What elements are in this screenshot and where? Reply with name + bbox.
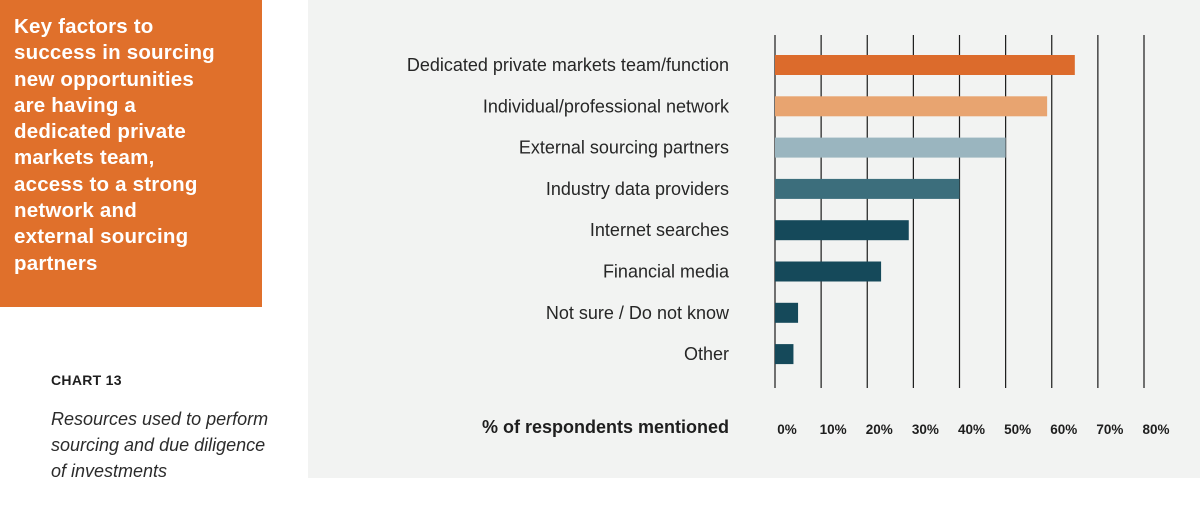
category-label: Financial media xyxy=(603,262,730,282)
x-tick-label: 50% xyxy=(1004,422,1031,437)
callout-line: access to a strong xyxy=(14,172,198,196)
x-tick-label: 80% xyxy=(1142,422,1169,437)
key-factors-callout: Key factors to success in sourcing new opp… xyxy=(0,0,262,307)
callout-line: external sourcing xyxy=(14,225,189,249)
x-tick-label: 30% xyxy=(912,422,939,437)
category-label: External sourcing partners xyxy=(519,138,729,158)
callout-line: markets team, xyxy=(14,146,155,170)
category-label: Not sure / Do not know xyxy=(546,303,730,323)
callout-line: network and xyxy=(14,199,137,223)
bar xyxy=(775,178,960,199)
category-label: Internet searches xyxy=(590,220,729,240)
callout-line: success in sourcing xyxy=(14,41,215,65)
chart-number: CHART 13 xyxy=(51,372,122,388)
x-tick-label: 60% xyxy=(1050,422,1077,437)
x-tick-label: 40% xyxy=(958,422,985,437)
x-tick-label: 20% xyxy=(866,422,893,437)
x-tick-label: 0% xyxy=(777,422,797,437)
bar xyxy=(775,261,882,282)
bar xyxy=(775,96,1048,117)
bar xyxy=(775,344,794,365)
callout-line: dedicated private xyxy=(14,120,187,144)
chart-caption: Resources used to perform sourcing and d… xyxy=(51,409,269,481)
callout-line: partners xyxy=(14,251,98,275)
callout-line: new opportunities xyxy=(14,67,194,91)
callout-line: Key factors to xyxy=(14,15,154,38)
bar xyxy=(775,55,1075,75)
callout-text: Key factors to success in sourcing new opp… xyxy=(14,14,250,277)
category-label: Dedicated private markets team/function xyxy=(407,55,729,75)
category-label: Industry data providers xyxy=(546,179,729,199)
bar xyxy=(775,137,1006,158)
callout-line: are having a xyxy=(14,93,137,117)
bar xyxy=(775,302,799,323)
x-tick-label: 10% xyxy=(820,422,847,437)
category-label: Other xyxy=(684,344,729,364)
x-axis-label: % of respondents mentioned xyxy=(482,417,729,437)
x-tick-label: 70% xyxy=(1096,422,1123,437)
bar xyxy=(775,220,909,241)
category-label: Individual/professional network xyxy=(483,96,730,116)
